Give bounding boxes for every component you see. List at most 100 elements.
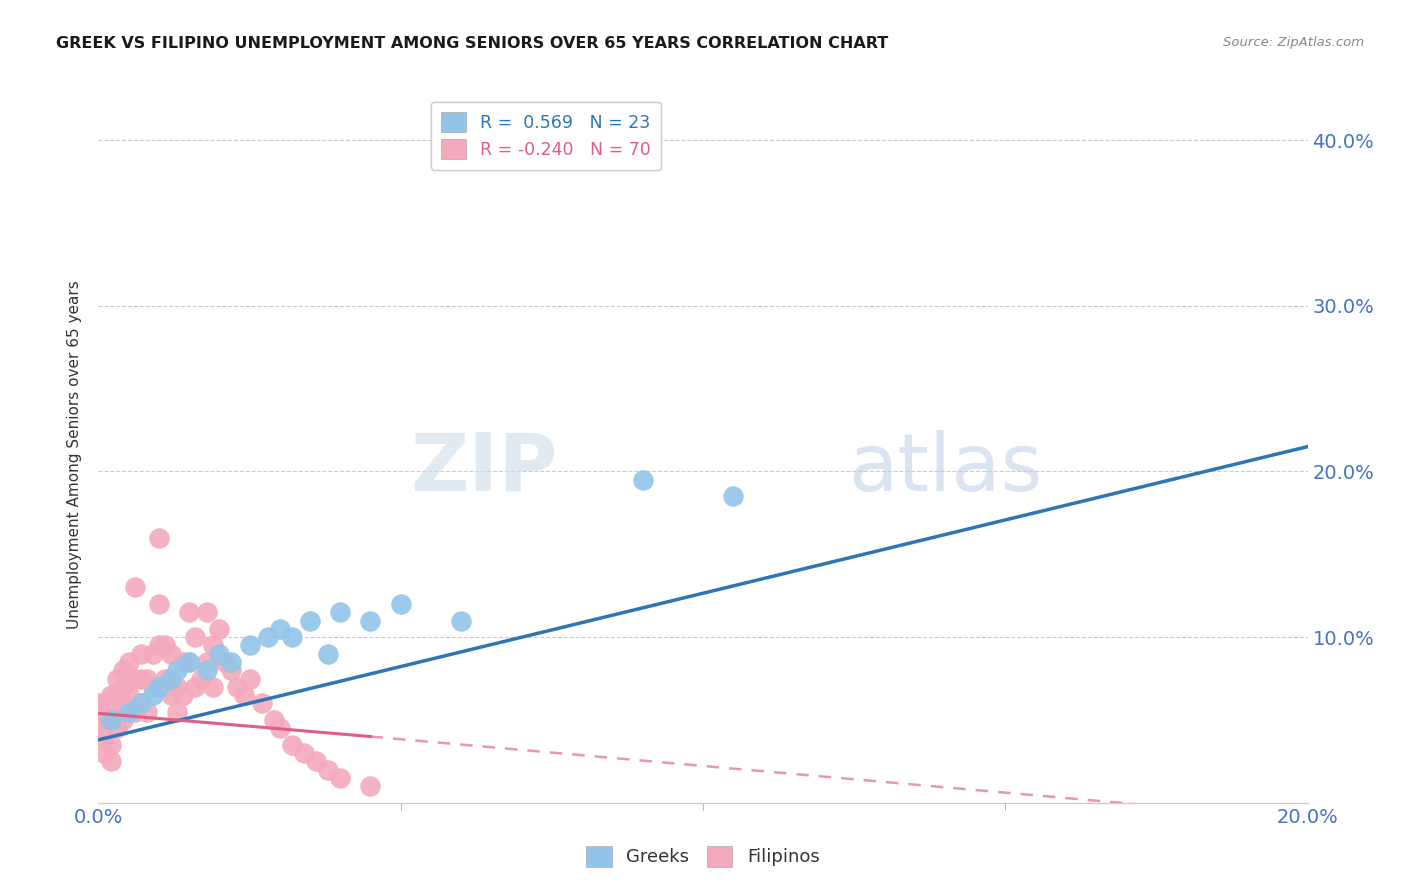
Point bbox=[166, 705, 188, 719]
Point bbox=[160, 688, 183, 702]
Point bbox=[214, 655, 236, 669]
Point bbox=[148, 680, 170, 694]
Point bbox=[160, 647, 183, 661]
Y-axis label: Unemployment Among Seniors over 65 years: Unemployment Among Seniors over 65 years bbox=[67, 281, 83, 629]
Point bbox=[299, 614, 322, 628]
Point bbox=[208, 622, 231, 636]
Point bbox=[256, 630, 278, 644]
Point bbox=[269, 622, 291, 636]
Point bbox=[179, 605, 201, 619]
Point bbox=[100, 755, 122, 769]
Text: atlas: atlas bbox=[848, 430, 1042, 508]
Point bbox=[129, 697, 152, 711]
Legend: R =  0.569   N = 23, R = -0.240   N = 70: R = 0.569 N = 23, R = -0.240 N = 70 bbox=[430, 102, 661, 169]
Point bbox=[87, 721, 110, 735]
Point bbox=[450, 614, 472, 628]
Legend: Greeks, Filipinos: Greeks, Filipinos bbox=[579, 838, 827, 874]
Point bbox=[263, 713, 285, 727]
Point bbox=[135, 705, 157, 719]
Point bbox=[148, 680, 170, 694]
Point bbox=[250, 697, 273, 711]
Point bbox=[292, 746, 315, 760]
Point bbox=[281, 630, 304, 644]
Point bbox=[93, 746, 115, 760]
Point bbox=[723, 489, 745, 503]
Point bbox=[179, 655, 201, 669]
Point bbox=[239, 672, 262, 686]
Point bbox=[172, 688, 194, 702]
Point bbox=[142, 680, 165, 694]
Point bbox=[631, 473, 654, 487]
Point bbox=[316, 763, 339, 777]
Point bbox=[360, 779, 382, 793]
Point bbox=[124, 705, 146, 719]
Point bbox=[111, 697, 134, 711]
Point bbox=[166, 680, 188, 694]
Point bbox=[100, 705, 122, 719]
Point bbox=[124, 581, 146, 595]
Point bbox=[93, 730, 115, 744]
Point bbox=[118, 688, 141, 702]
Point bbox=[111, 713, 134, 727]
Point bbox=[202, 680, 225, 694]
Point bbox=[105, 705, 128, 719]
Point bbox=[190, 672, 212, 686]
Point bbox=[195, 655, 218, 669]
Point bbox=[389, 597, 412, 611]
Point bbox=[129, 647, 152, 661]
Point bbox=[221, 663, 243, 677]
Point bbox=[148, 531, 170, 545]
Point bbox=[153, 672, 176, 686]
Point bbox=[360, 614, 382, 628]
Point bbox=[281, 738, 304, 752]
Text: Source: ZipAtlas.com: Source: ZipAtlas.com bbox=[1223, 36, 1364, 49]
Point bbox=[148, 639, 170, 653]
Point bbox=[232, 688, 254, 702]
Point bbox=[129, 697, 152, 711]
Point bbox=[202, 639, 225, 653]
Text: GREEK VS FILIPINO UNEMPLOYMENT AMONG SENIORS OVER 65 YEARS CORRELATION CHART: GREEK VS FILIPINO UNEMPLOYMENT AMONG SEN… bbox=[56, 36, 889, 51]
Point bbox=[135, 672, 157, 686]
Point bbox=[105, 721, 128, 735]
Point bbox=[184, 680, 207, 694]
Point bbox=[93, 697, 115, 711]
Point bbox=[100, 688, 122, 702]
Point bbox=[100, 721, 122, 735]
Point bbox=[153, 639, 176, 653]
Point bbox=[118, 655, 141, 669]
Point bbox=[208, 647, 231, 661]
Point bbox=[142, 688, 165, 702]
Point bbox=[111, 680, 134, 694]
Point bbox=[160, 672, 183, 686]
Point bbox=[166, 663, 188, 677]
Point bbox=[87, 697, 110, 711]
Point bbox=[329, 605, 352, 619]
Point bbox=[269, 721, 291, 735]
Text: ZIP: ZIP bbox=[411, 430, 558, 508]
Point bbox=[111, 663, 134, 677]
Point bbox=[239, 639, 262, 653]
Point bbox=[87, 705, 110, 719]
Point bbox=[179, 655, 201, 669]
Point bbox=[148, 597, 170, 611]
Point bbox=[316, 647, 339, 661]
Point bbox=[184, 630, 207, 644]
Point bbox=[195, 605, 218, 619]
Point bbox=[124, 672, 146, 686]
Point bbox=[100, 713, 122, 727]
Point bbox=[105, 672, 128, 686]
Point bbox=[329, 771, 352, 785]
Point bbox=[195, 663, 218, 677]
Point bbox=[118, 672, 141, 686]
Point bbox=[129, 672, 152, 686]
Point bbox=[221, 655, 243, 669]
Point bbox=[118, 705, 141, 719]
Point bbox=[93, 713, 115, 727]
Point bbox=[100, 738, 122, 752]
Point bbox=[142, 647, 165, 661]
Point bbox=[226, 680, 249, 694]
Point bbox=[305, 755, 328, 769]
Point bbox=[118, 705, 141, 719]
Point bbox=[172, 655, 194, 669]
Point bbox=[105, 688, 128, 702]
